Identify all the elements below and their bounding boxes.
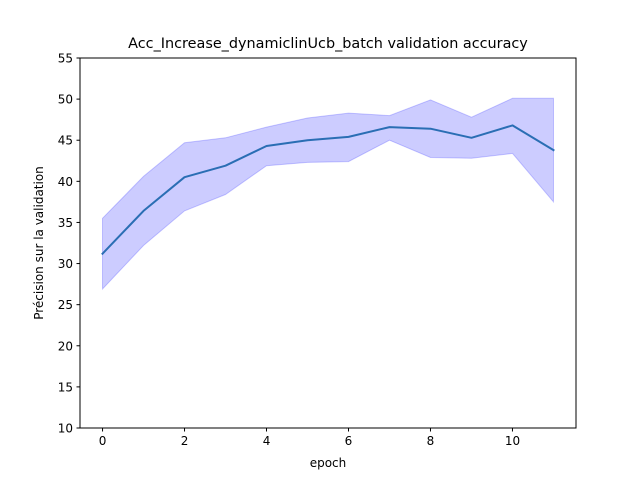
x-axis-label: epoch: [310, 456, 347, 470]
series-line-layer: [101, 124, 555, 256]
y-tick-label: 30: [58, 257, 73, 271]
y-tick-label: 45: [58, 134, 73, 148]
x-tick-label: 8: [427, 434, 435, 448]
series-line: [101, 124, 555, 256]
chart-title: Acc_Increase_dynamiclinUcb_batch validat…: [128, 36, 528, 52]
confidence-band-layer: [102, 97, 554, 291]
y-axis-label: Précision sur la validation: [32, 166, 46, 320]
y-tick-label: 15: [58, 380, 73, 394]
y-tick-label: 35: [58, 216, 73, 230]
y-tick-label: 20: [58, 339, 73, 353]
plot-frame: [79, 57, 577, 429]
y-axis-ticks: 10 15 20 25 30 35 40 45 50 55: [58, 52, 80, 436]
x-tick-label: 0: [99, 434, 107, 448]
y-tick-label: 25: [58, 298, 73, 312]
confidence-band: [102, 97, 554, 291]
x-axis-ticks: 0 2 4 6 8 10: [99, 428, 520, 448]
y-tick-label: 55: [58, 52, 73, 66]
y-tick-label: 40: [58, 175, 73, 189]
x-tick-label: 4: [263, 434, 271, 448]
y-tick-label: 10: [58, 422, 73, 436]
x-tick-label: 6: [345, 434, 353, 448]
y-tick-label: 50: [58, 93, 73, 107]
x-tick-label: 2: [181, 434, 189, 448]
x-tick-label: 10: [505, 434, 520, 448]
